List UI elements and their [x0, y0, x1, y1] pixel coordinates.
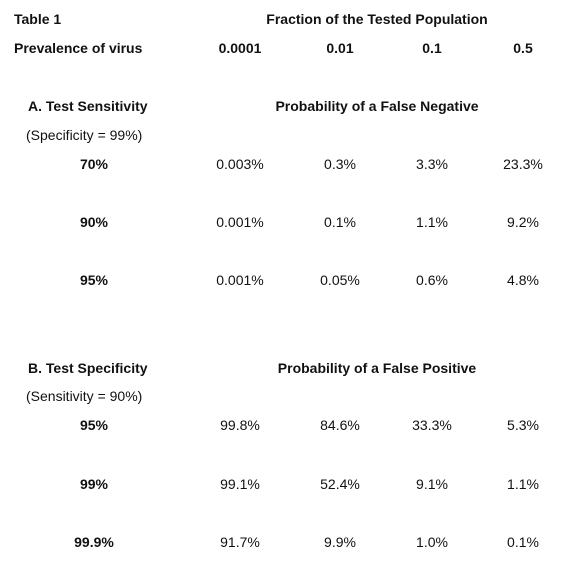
- table-cell: 91.7%: [220, 534, 260, 550]
- table-cell: 9.9%: [324, 534, 356, 550]
- table-cell: 3.3%: [416, 156, 448, 172]
- section-a-subtitle: (Specificity = 99%): [26, 127, 143, 143]
- table-cell: 4.8%: [507, 272, 539, 288]
- row-label: 95%: [79, 272, 109, 288]
- prevalence-value: 0.0001: [218, 40, 262, 56]
- table-cell: 33.3%: [412, 417, 452, 433]
- table-cell: 1.1%: [416, 214, 448, 230]
- row-label: 99.9%: [74, 534, 114, 550]
- section-b-title: B. Test Specificity: [28, 360, 148, 376]
- table-cell: 0.001%: [216, 272, 264, 288]
- table-cell: 0.1%: [324, 214, 356, 230]
- table-cell: 0.3%: [324, 156, 356, 172]
- table-cell: 0.001%: [216, 214, 264, 230]
- row-label: 99%: [79, 476, 109, 492]
- section-a-title: A. Test Sensitivity: [28, 98, 148, 114]
- table-cell: 9.1%: [416, 476, 448, 492]
- section-a-heading: Probability of a False Negative: [275, 98, 479, 114]
- row-label: 70%: [79, 156, 109, 172]
- section-b-subtitle: (Sensitivity = 90%): [26, 388, 143, 404]
- table-cell: 0.05%: [320, 272, 360, 288]
- table-cell: 1.0%: [416, 534, 448, 550]
- fraction-title: Fraction of the Tested Population: [266, 11, 488, 27]
- table-cell: 0.003%: [216, 156, 264, 172]
- table-cell: 23.3%: [503, 156, 543, 172]
- row-label: 95%: [79, 417, 109, 433]
- table-cell: 0.1%: [507, 534, 539, 550]
- table-cell: 5.3%: [507, 417, 539, 433]
- table-cell: 52.4%: [320, 476, 360, 492]
- prevalence-value: 0.01: [326, 40, 354, 56]
- table-cell: 9.2%: [507, 214, 539, 230]
- prevalence-value: 0.1: [422, 40, 442, 56]
- table-cell: 99.1%: [220, 476, 260, 492]
- table-label: Table 1: [14, 11, 62, 27]
- row-label: 90%: [79, 214, 109, 230]
- table-cell: 99.8%: [220, 417, 260, 433]
- table-cell: 1.1%: [507, 476, 539, 492]
- prevalence-value: 0.5: [513, 40, 533, 56]
- table-cell: 84.6%: [320, 417, 360, 433]
- prevalence-label: Prevalence of virus: [14, 40, 143, 56]
- section-b-heading: Probability of a False Positive: [277, 360, 477, 376]
- table-cell: 0.6%: [416, 272, 448, 288]
